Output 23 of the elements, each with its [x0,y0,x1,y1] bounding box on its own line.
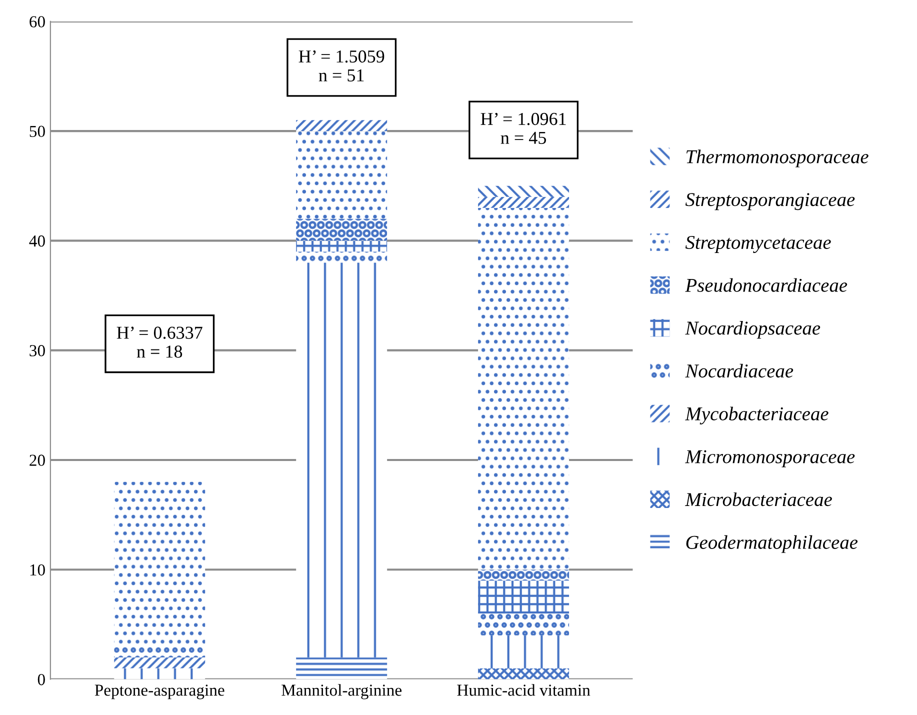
y-tick-label: 50 [30,126,45,138]
annotation: H’ = 1.5059 n = 51 [298,50,384,82]
legend-label: Geodermatophilaceae [686,535,858,553]
legend-label: Mycobacteriaceae [685,406,828,424]
legend-label: Streptosporangiaceae [685,193,855,210]
legend-label: Streptomycetaceae [685,236,831,254]
legend-label: Microbacteriaceae [685,492,832,506]
x-tick-label: Mannitol-arginine [282,684,402,700]
legend-label: Micromonosporaceae [685,450,855,468]
legend-label: Thermomonosporaceae [686,150,868,168]
y-tick-label: 10 [30,564,45,576]
x-tick-label: Humic-acid vitamin [457,684,590,696]
legend-label: Nocardiaceae [685,364,794,378]
legend-label: Pseudonocardiaceae [685,278,848,292]
annotation: H’ = 1.0961 n = 45 [480,112,566,144]
y-tick-label: 20 [30,454,45,466]
y-tick-label: 30 [30,345,45,356]
y-tick-label: 40 [29,235,45,247]
y-tick-label: 0 [38,674,45,686]
x-tick-label: Peptone-asparagine [94,684,224,700]
legend-label: Nocardiopsaceae [685,321,820,339]
annotation: H’ = 0.6337 n = 18 [116,326,202,358]
y-tick-label: 60 [30,16,45,28]
